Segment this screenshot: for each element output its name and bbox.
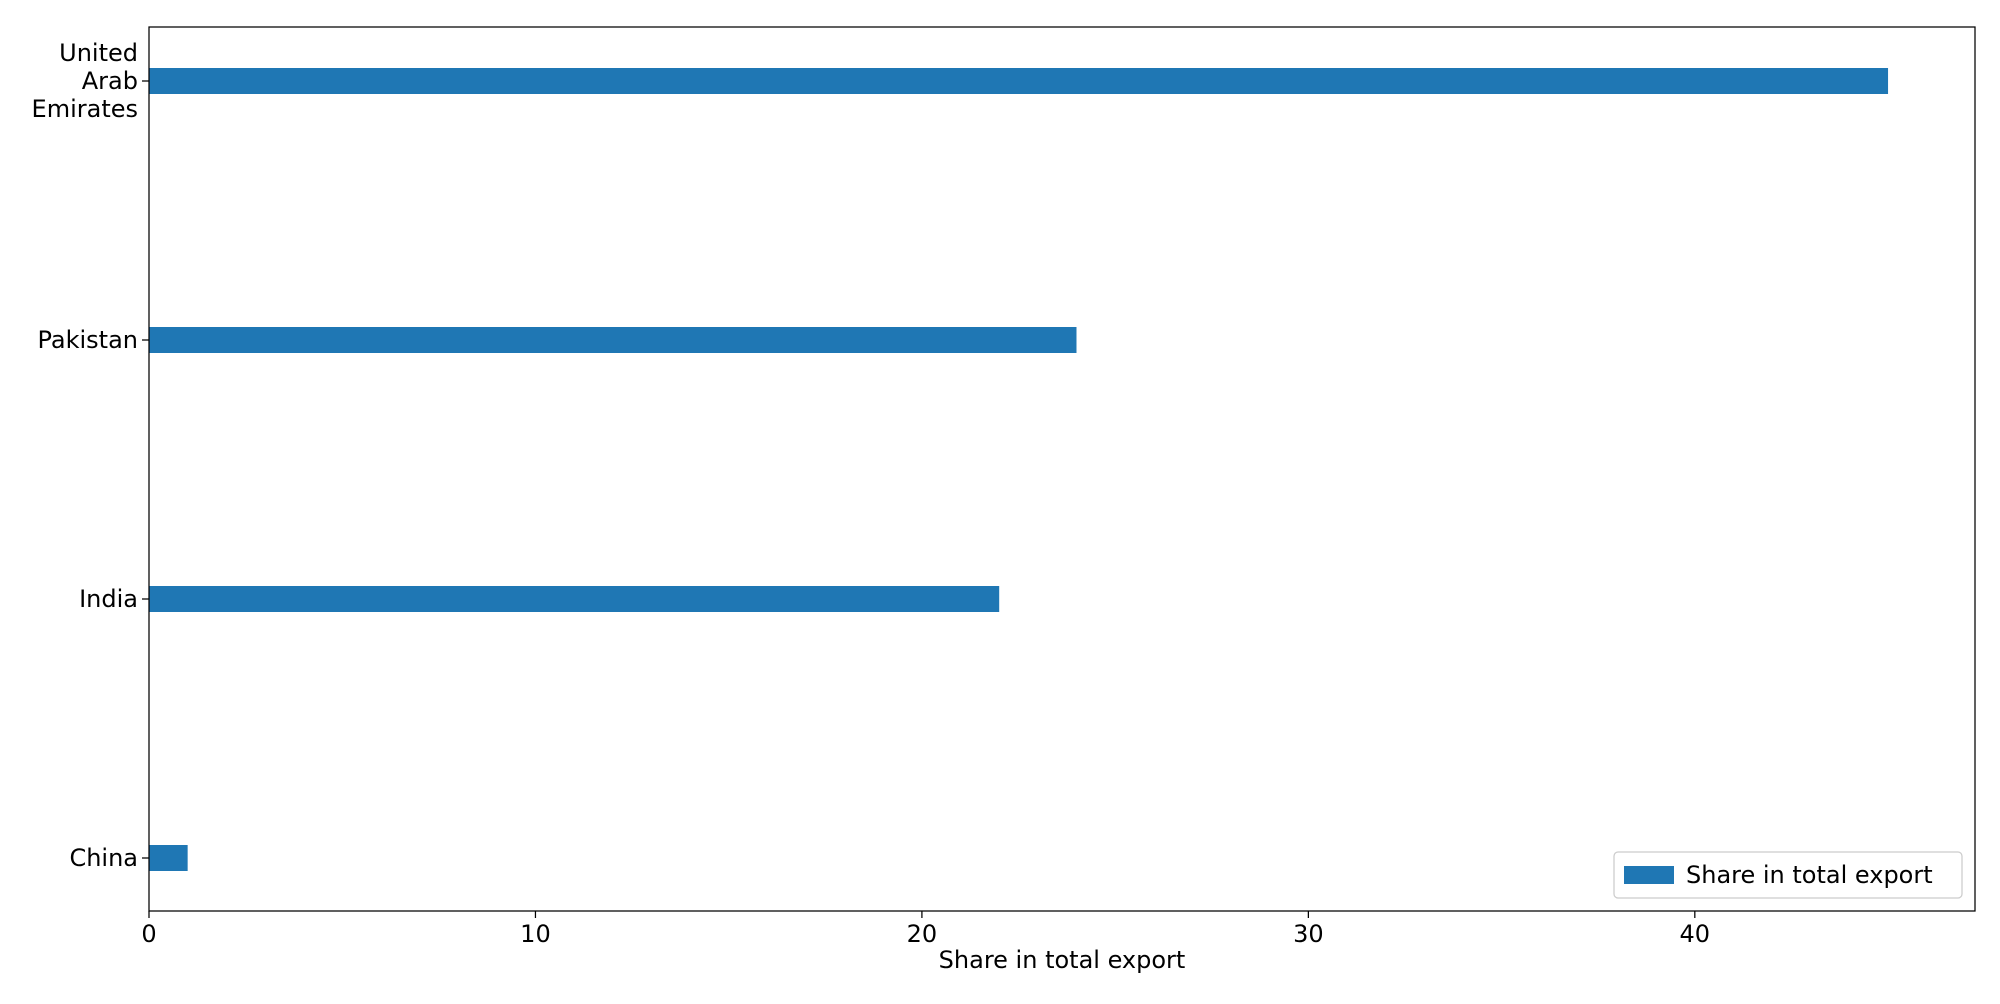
y-tick-label: United [59, 39, 138, 67]
plot-frame [148, 26, 1976, 912]
legend-box [1613, 851, 1963, 899]
bar-united-arab-emirates [149, 68, 1889, 94]
bar-india [149, 586, 1000, 612]
y-tick-label: Arab [82, 67, 138, 95]
legend-label: Share in total export [1686, 861, 1933, 889]
legend: Share in total export [1613, 851, 1963, 899]
y-tick-label: India [79, 585, 138, 613]
x-axis-label: Share in total export [939, 946, 1186, 974]
x-tick-label: 30 [1293, 920, 1324, 948]
y-tick-label: China [69, 844, 138, 872]
y-tick-label: Pakistan [38, 326, 139, 354]
legend-swatch [1624, 866, 1674, 884]
bar-pakistan [149, 327, 1077, 353]
bar-china [149, 845, 188, 871]
x-tick-label: 40 [1680, 920, 1711, 948]
x-tick-label: 20 [907, 920, 938, 948]
x-tick-label: 0 [141, 920, 156, 948]
plot-background [149, 27, 1975, 911]
y-tick-label: Emirates [32, 95, 138, 123]
x-tick-label: 10 [520, 920, 551, 948]
bars-layer [149, 68, 1889, 871]
x-axis: 0 10 20 30 40 [141, 911, 1710, 948]
